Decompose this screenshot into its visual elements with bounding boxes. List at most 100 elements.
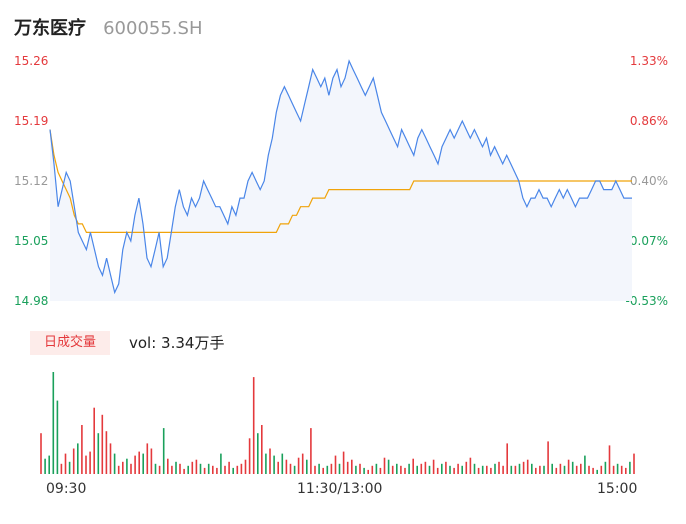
volume-bar (236, 465, 239, 474)
volume-bar (629, 461, 631, 474)
volume-bar (203, 467, 206, 474)
volume-bar (567, 459, 570, 474)
pct-tick-4: -0.53% (625, 294, 668, 308)
volume-bar (101, 414, 104, 474)
volume-bar (179, 463, 181, 474)
volume-bar (310, 428, 312, 474)
pct-tick-2: 0.40% (629, 174, 668, 188)
volume-bar (551, 463, 553, 474)
volume-bar (72, 448, 75, 474)
volume-bar (342, 451, 345, 474)
volume-bar (465, 461, 468, 474)
x-tick-open: 09:30 (46, 481, 87, 497)
price-tick-1: 15.19 (14, 114, 49, 128)
volume-bar (289, 463, 292, 474)
volume-bar (277, 461, 279, 474)
volume-bar (293, 465, 296, 474)
volume-bar (494, 463, 496, 474)
volume-bar (555, 467, 558, 474)
volume-bar (113, 453, 116, 474)
volume-bar (588, 465, 590, 474)
volume-bar (355, 465, 357, 474)
volume-bar (412, 458, 414, 474)
volume-bar (154, 463, 157, 474)
volume-bar (85, 455, 87, 474)
pct-tick-1: 0.86% (629, 114, 668, 128)
volume-bar (506, 443, 508, 474)
volume-bar (220, 453, 222, 474)
volume-bar (64, 453, 67, 474)
volume-bar (93, 407, 95, 474)
volume-bar (612, 465, 615, 474)
volume-bar (109, 443, 112, 474)
volume-bar (486, 465, 488, 474)
volume-bar (592, 467, 594, 474)
volume-bar (531, 463, 533, 474)
price-tick-2: 15.12 (14, 174, 49, 188)
volume-bar (596, 469, 598, 474)
volume-bar (318, 463, 320, 474)
price-area-fill (50, 61, 632, 301)
volume-bar (122, 461, 124, 474)
title-row: 万东医疗 600055.SH (14, 14, 203, 39)
volume-bar (514, 465, 517, 474)
volume-bar (436, 467, 439, 474)
volume-bar (60, 463, 63, 474)
volume-bar (432, 459, 435, 474)
volume-bar (620, 465, 623, 474)
volume-bar (600, 465, 603, 474)
volume-bar (224, 465, 226, 474)
price-tick-4: 14.98 (14, 294, 49, 308)
volume-bar (359, 463, 361, 474)
volume-bar (510, 465, 513, 474)
volume-bar (391, 465, 394, 474)
volume-bar (580, 463, 582, 474)
volume-bar (420, 463, 423, 474)
volume-bar (77, 443, 79, 474)
volume-bar (539, 465, 541, 474)
volume-bar (240, 463, 243, 474)
volume-bar (449, 465, 451, 474)
volume-bar (216, 467, 218, 474)
volume-bar (379, 467, 382, 474)
volume-bar (261, 425, 263, 474)
volume-bar (265, 453, 267, 474)
volume-bar (404, 467, 406, 474)
volume-bar (207, 463, 210, 474)
price-line (49, 59, 632, 295)
volume-bar (625, 467, 627, 474)
volume-bar (252, 377, 255, 474)
volume-bar (212, 465, 214, 474)
price-tick-0: 15.26 (14, 54, 49, 68)
volume-bar (457, 463, 459, 474)
volume-bar (547, 441, 549, 474)
volume-bar (334, 455, 337, 474)
volume-bar (171, 465, 173, 474)
volume-bar (424, 461, 427, 474)
volume-readout: vol: 3.34万手 (129, 334, 225, 352)
volume-bar (81, 425, 83, 474)
volume-bar (322, 467, 324, 474)
volume-bar (371, 465, 374, 474)
volume-bar (52, 372, 55, 474)
volume-bar (396, 463, 398, 474)
volume-bar (518, 463, 521, 474)
volume-bar (571, 461, 574, 474)
volume-bar (346, 461, 349, 474)
volume-bar (543, 465, 545, 474)
volume-bar (162, 428, 165, 474)
volume-bar (40, 433, 42, 474)
volume-bar (269, 448, 271, 474)
volume-bar (490, 467, 492, 474)
volume-bar (481, 465, 484, 474)
volume-bar (314, 465, 316, 474)
volume-bar (301, 453, 304, 474)
volume-bar (134, 455, 136, 474)
volume-bar (167, 458, 169, 474)
volume-bar (158, 465, 161, 474)
volume-bar (187, 465, 189, 474)
volume-bar (228, 461, 230, 474)
volume-bar (453, 467, 455, 474)
volume-bar (633, 453, 635, 474)
